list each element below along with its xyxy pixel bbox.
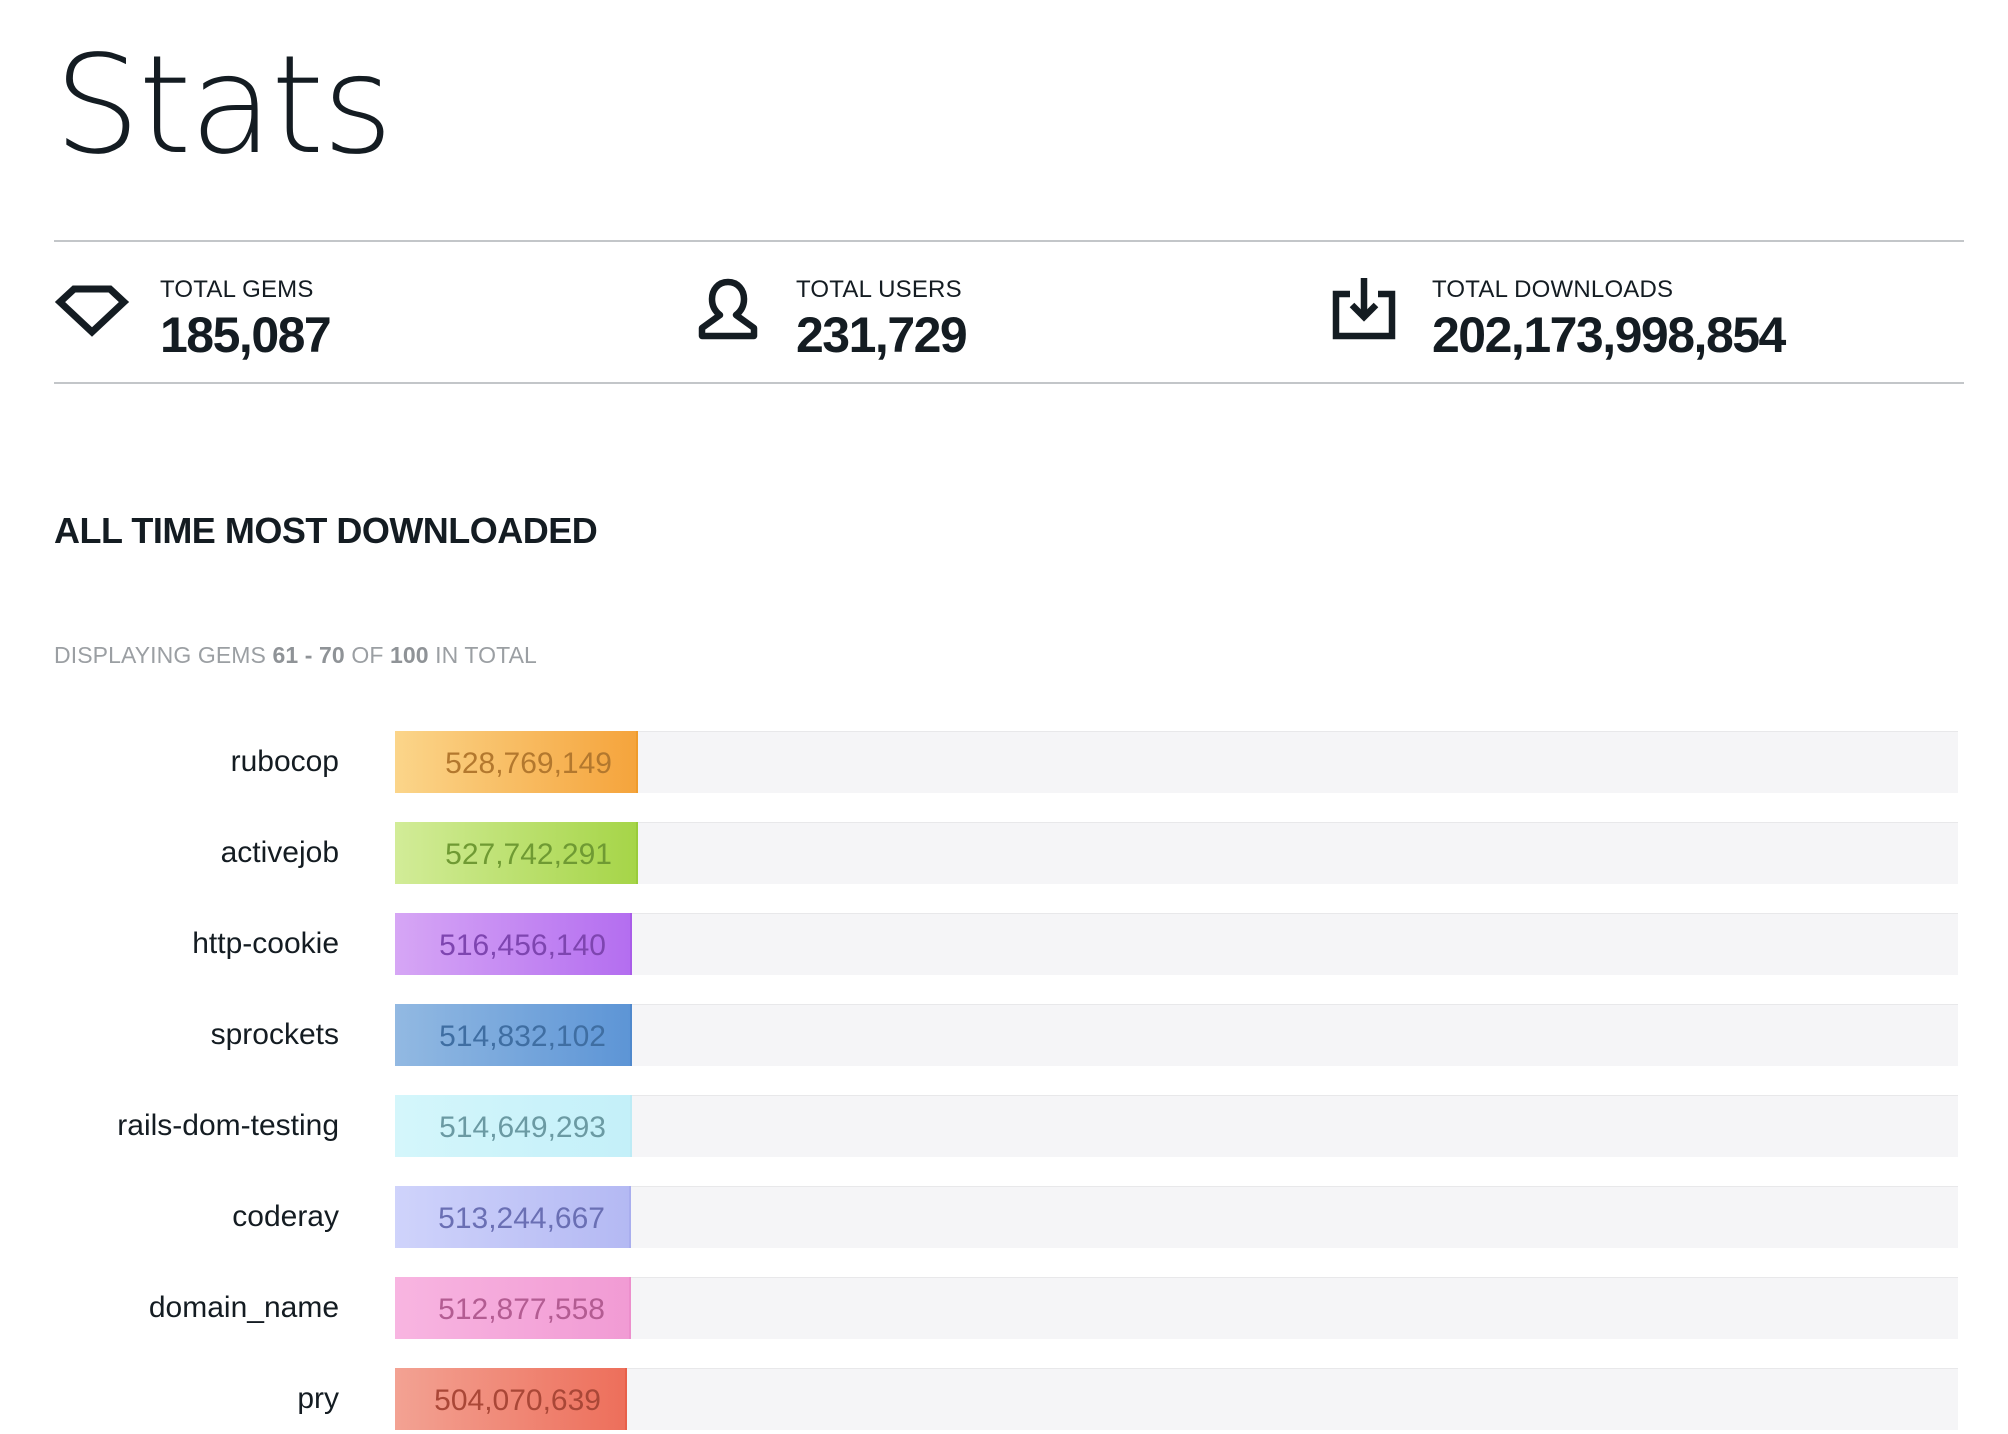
gem-name-link[interactable]: domain_name (148, 1291, 339, 1324)
section-title: ALL TIME MOST DOWNLOADED (54, 510, 598, 551)
bar-track (395, 1004, 1958, 1066)
stat-label: TOTAL USERS (796, 276, 962, 303)
bar-fill: 514,832,102 (395, 1004, 632, 1066)
bar-fill: 516,456,140 (395, 913, 632, 975)
pagination-suffix: IN TOTAL (435, 642, 537, 668)
stats-bar: TOTAL GEMS 185,087 TOTAL USERS 231,729 T… (54, 240, 1964, 384)
bar-fill: 504,070,639 (395, 1368, 627, 1430)
bar-fill: 512,877,558 (395, 1277, 631, 1339)
pagination-from: 61 (272, 642, 299, 668)
gem-name-link[interactable]: sprockets (210, 1018, 339, 1051)
download-count: 514,649,293 (439, 1111, 606, 1144)
chart-row: domain_name 512,877,558 (0, 1277, 2008, 1339)
pagination-total: 100 (389, 642, 429, 668)
bar-track (395, 1277, 1958, 1339)
bar-fill: 527,742,291 (395, 822, 638, 884)
bar-fill: 514,649,293 (395, 1095, 632, 1157)
download-icon (1332, 278, 1396, 340)
bar-track (395, 1095, 1958, 1157)
stat-label: TOTAL DOWNLOADS (1432, 276, 1674, 303)
stat-label: TOTAL GEMS (160, 276, 314, 303)
chart-row: pry 504,070,639 (0, 1368, 2008, 1430)
pagination-to: 70 (319, 642, 345, 668)
pagination-dash: - (304, 642, 313, 668)
download-count: 528,769,149 (445, 747, 612, 780)
download-count: 504,070,639 (434, 1384, 601, 1417)
bar-fill: 513,244,667 (395, 1186, 631, 1248)
pagination-info: DISPLAYING GEMS 61 - 70 OF 100 IN TOTAL (54, 642, 537, 669)
download-count: 513,244,667 (438, 1202, 605, 1235)
chart-row: http-cookie 516,456,140 (0, 913, 2008, 975)
bar-track (395, 1368, 1958, 1430)
download-count: 512,877,558 (438, 1293, 605, 1326)
download-count: 514,832,102 (439, 1020, 606, 1053)
bar-track (395, 1186, 1958, 1248)
download-count: 516,456,140 (439, 929, 606, 962)
stat-value: 185,087 (160, 307, 332, 363)
bar-fill: 528,769,149 (395, 731, 638, 793)
gem-name-link[interactable]: rails-dom-testing (117, 1109, 339, 1142)
download-count: 527,742,291 (445, 838, 612, 871)
chart-row: rubocop 528,769,149 (0, 731, 2008, 793)
chart-row: coderay 513,244,667 (0, 1186, 2008, 1248)
pagination-of: OF (351, 642, 384, 668)
gem-name-link[interactable]: pry (297, 1382, 339, 1415)
bar-track (395, 731, 1958, 793)
gem-name-link[interactable]: activejob (220, 836, 339, 869)
chart-row: sprockets 514,832,102 (0, 1004, 2008, 1066)
gem-name-link[interactable]: http-cookie (192, 927, 339, 960)
bar-track (395, 913, 1958, 975)
stat-value: 202,173,998,854 (1432, 307, 1786, 363)
gem-name-link[interactable]: rubocop (230, 745, 339, 778)
bar-track (395, 822, 1958, 884)
gem-icon (54, 285, 130, 337)
stat-value: 231,729 (796, 307, 968, 363)
user-icon (698, 278, 758, 340)
page-title: Stats (54, 27, 393, 185)
chart-row: rails-dom-testing 514,649,293 (0, 1095, 2008, 1157)
pagination-prefix: DISPLAYING GEMS (54, 642, 266, 668)
gem-name-link[interactable]: coderay (232, 1200, 339, 1233)
chart-row: activejob 527,742,291 (0, 822, 2008, 884)
